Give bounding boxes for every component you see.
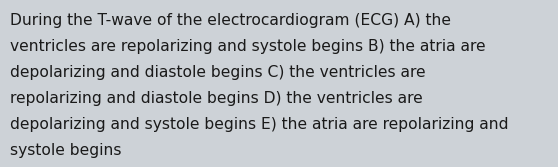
Text: ventricles are repolarizing and systole begins B) the atria are: ventricles are repolarizing and systole … [10,39,485,54]
Text: repolarizing and diastole begins D) the ventricles are: repolarizing and diastole begins D) the … [10,91,423,106]
Text: depolarizing and diastole begins C) the ventricles are: depolarizing and diastole begins C) the … [10,65,426,80]
Text: During the T-wave of the electrocardiogram (ECG) A) the: During the T-wave of the electrocardiogr… [10,13,451,28]
Text: systole begins: systole begins [10,143,122,158]
Text: depolarizing and systole begins E) the atria are repolarizing and: depolarizing and systole begins E) the a… [10,117,508,132]
